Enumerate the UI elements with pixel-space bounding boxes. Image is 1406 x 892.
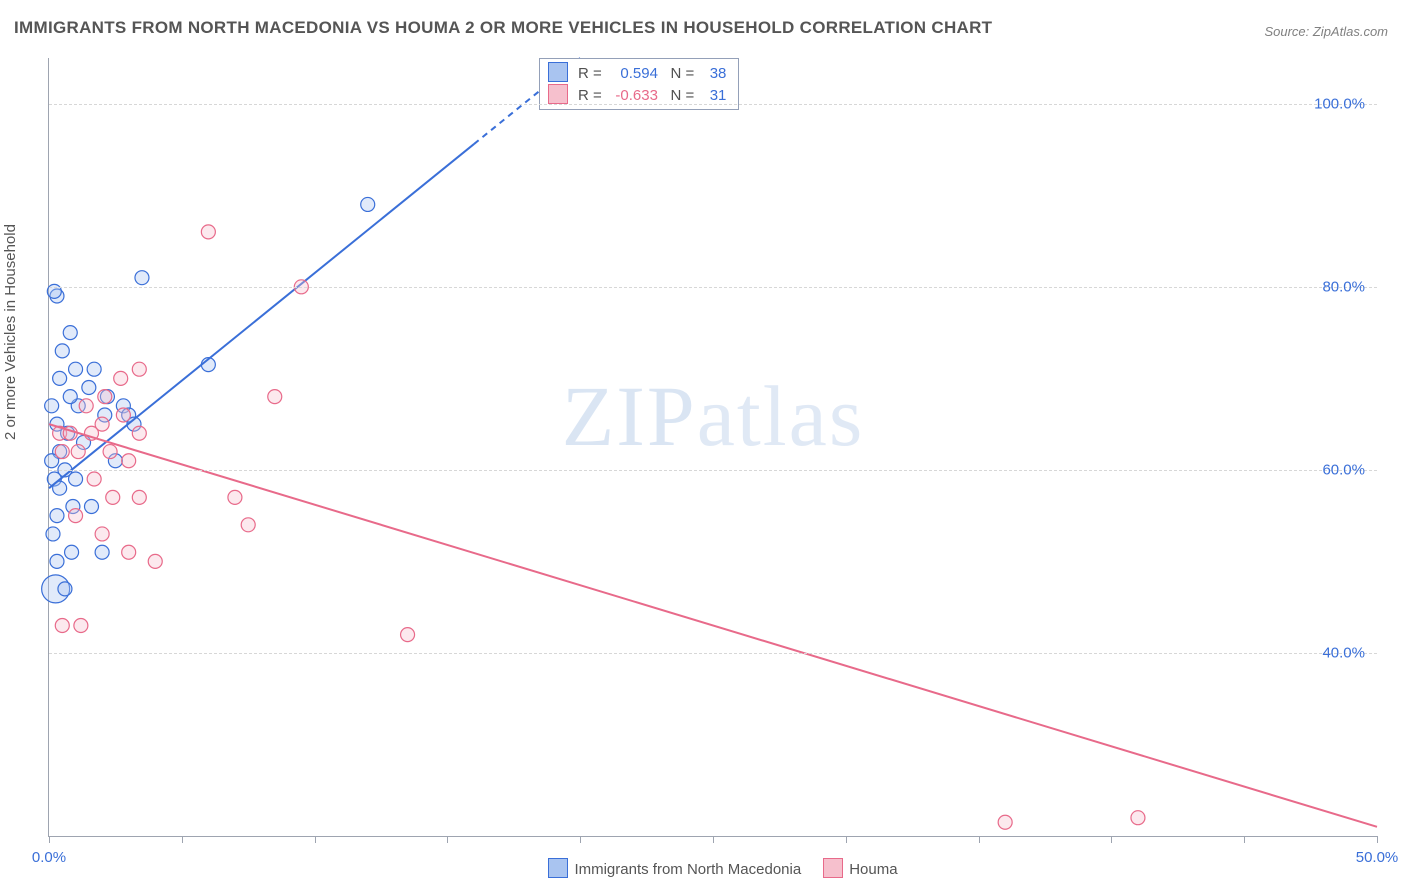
- scatter-point: [45, 399, 59, 413]
- gridline: [49, 104, 1377, 105]
- x-tick: [182, 836, 183, 843]
- y-tick-label: 80.0%: [1322, 278, 1365, 295]
- legend-row: R = -0.633 N = 31: [548, 84, 726, 106]
- gridline: [49, 470, 1377, 471]
- y-tick-label: 100.0%: [1314, 95, 1365, 112]
- chart-title: IMMIGRANTS FROM NORTH MACEDONIA VS HOUMA…: [14, 18, 992, 38]
- x-tick: [1377, 836, 1378, 843]
- x-tick: [1244, 836, 1245, 843]
- scatter-point: [84, 499, 98, 513]
- chart-container: IMMIGRANTS FROM NORTH MACEDONIA VS HOUMA…: [0, 0, 1406, 892]
- x-tick: [979, 836, 980, 843]
- legend-r-value: 0.594: [606, 63, 658, 85]
- scatter-point: [63, 390, 77, 404]
- scatter-point: [74, 618, 88, 632]
- x-tick: [1111, 836, 1112, 843]
- x-tick: [447, 836, 448, 843]
- legend-r-label: R =: [578, 87, 602, 104]
- plot-area: ZIPatlas R = 0.594 N = 38R = -0.633 N = …: [48, 58, 1377, 837]
- scatter-point: [148, 554, 162, 568]
- legend-swatch: [548, 62, 568, 82]
- scatter-point: [132, 362, 146, 376]
- scatter-point: [135, 271, 149, 285]
- legend-n-value: 38: [698, 63, 726, 85]
- scatter-point: [95, 417, 109, 431]
- scatter-point: [55, 445, 69, 459]
- scatter-point: [241, 518, 255, 532]
- legend-swatch: [548, 858, 568, 878]
- legend-row: R = 0.594 N = 38: [548, 62, 726, 84]
- scatter-point: [201, 225, 215, 239]
- scatter-point: [46, 527, 60, 541]
- scatter-point: [132, 490, 146, 504]
- scatter-point: [116, 408, 130, 422]
- scatter-point: [69, 472, 83, 486]
- x-tick: [846, 836, 847, 843]
- legend-n-label: N =: [670, 65, 694, 82]
- scatter-point: [228, 490, 242, 504]
- series-legend: Immigrants from North Macedonia Houma: [48, 858, 1376, 878]
- y-tick-label: 60.0%: [1322, 461, 1365, 478]
- scatter-point: [95, 545, 109, 559]
- scatter-point: [122, 454, 136, 468]
- scatter-point: [361, 197, 375, 211]
- x-tick: [49, 836, 50, 843]
- legend-label: Houma: [849, 861, 897, 878]
- legend-n-label: N =: [670, 87, 694, 104]
- scatter-point: [401, 628, 415, 642]
- chart-svg: [49, 58, 1377, 836]
- scatter-point: [79, 399, 93, 413]
- scatter-point: [122, 545, 136, 559]
- scatter-point: [53, 371, 67, 385]
- scatter-point: [106, 490, 120, 504]
- scatter-point: [103, 445, 117, 459]
- scatter-point: [132, 426, 146, 440]
- scatter-point: [55, 344, 69, 358]
- legend-r-label: R =: [578, 65, 602, 82]
- scatter-point: [50, 509, 64, 523]
- scatter-point: [87, 362, 101, 376]
- scatter-point: [98, 390, 112, 404]
- legend-swatch: [823, 858, 843, 878]
- gridline: [49, 653, 1377, 654]
- scatter-point: [69, 509, 83, 523]
- x-tick: [580, 836, 581, 843]
- scatter-point: [71, 445, 85, 459]
- y-tick-label: 40.0%: [1322, 644, 1365, 661]
- x-tick: [713, 836, 714, 843]
- trend-line: [49, 424, 1377, 827]
- y-axis-label: 2 or more Vehicles in Household: [2, 224, 19, 440]
- trend-line: [49, 144, 474, 488]
- scatter-point: [87, 472, 101, 486]
- x-tick: [315, 836, 316, 843]
- legend-swatch: [548, 84, 568, 104]
- scatter-point: [69, 362, 83, 376]
- scatter-point: [58, 582, 72, 596]
- legend-label: Immigrants from North Macedonia: [574, 861, 801, 878]
- scatter-point: [95, 527, 109, 541]
- correlation-legend: R = 0.594 N = 38R = -0.633 N = 31: [539, 58, 739, 110]
- scatter-point: [65, 545, 79, 559]
- scatter-point: [268, 390, 282, 404]
- scatter-point: [55, 618, 69, 632]
- scatter-point: [50, 554, 64, 568]
- gridline: [49, 287, 1377, 288]
- source-attribution: Source: ZipAtlas.com: [1264, 24, 1388, 39]
- scatter-point: [82, 381, 96, 395]
- scatter-point: [114, 371, 128, 385]
- scatter-point: [1131, 811, 1145, 825]
- scatter-point: [63, 326, 77, 340]
- scatter-point: [998, 815, 1012, 829]
